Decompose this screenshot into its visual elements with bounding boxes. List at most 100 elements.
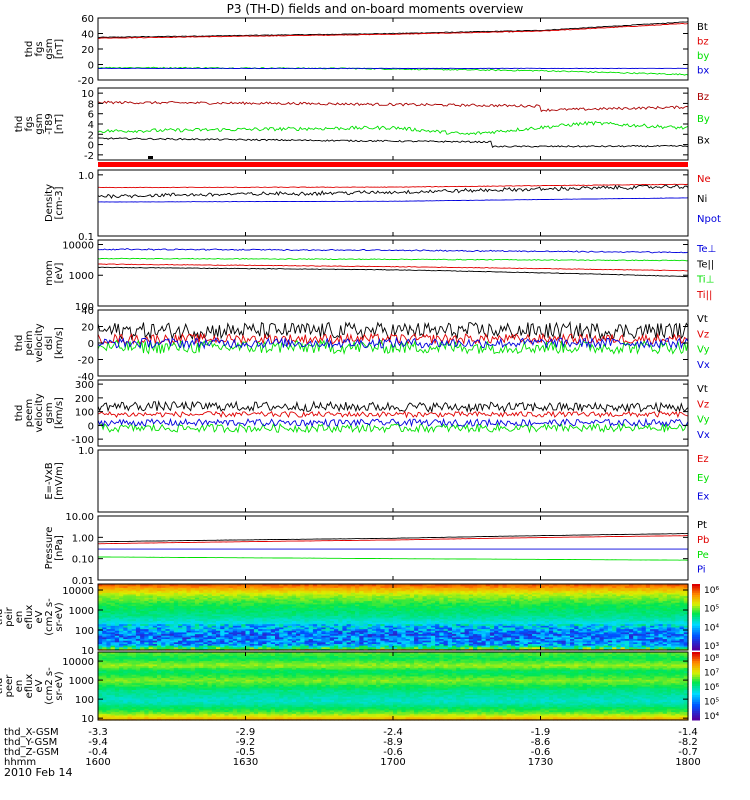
- spectrogram-cell: [194, 641, 200, 644]
- spectrogram-cell: [169, 615, 175, 618]
- spectrogram-cell: [553, 588, 558, 592]
- spectrogram-cell: [519, 648, 525, 651]
- spectrogram-cell: [165, 625, 171, 628]
- spectrogram-cell: [523, 610, 529, 613]
- spectrogram-cell: [591, 636, 596, 640]
- spectrogram-cell: [574, 595, 580, 598]
- spectrogram-cell: [190, 603, 196, 607]
- spectrogram-cell: [190, 643, 196, 646]
- spectrogram-cell: [439, 592, 445, 595]
- spectrogram-cell: [258, 636, 263, 640]
- spectrogram-cell: [287, 615, 293, 618]
- spectrogram-cell: [468, 607, 474, 610]
- spectrogram-cell: [190, 607, 196, 610]
- spectrogram-cell: [536, 593, 542, 597]
- spectrogram-cell: [422, 615, 428, 618]
- spectrogram-cell: [169, 595, 175, 598]
- spectrogram-cell: [178, 645, 183, 648]
- spectrogram-cell: [506, 610, 512, 613]
- spectrogram-cell: [190, 635, 196, 638]
- spectrogram-cell: [519, 608, 525, 611]
- spectrogram-cell: [232, 595, 238, 598]
- spectrogram-cell: [296, 623, 301, 626]
- spectrogram-cell: [405, 613, 411, 616]
- spectrogram-cell: [485, 595, 491, 598]
- spectrogram-cell: [422, 593, 428, 597]
- spectrogram-cell: [380, 628, 386, 631]
- spectrogram-cell: [232, 618, 238, 621]
- spectrogram-cell: [224, 603, 230, 607]
- spectrogram-cell: [544, 618, 550, 621]
- spectrogram-cell: [334, 633, 339, 636]
- spectrogram-cell: [346, 628, 352, 631]
- spectrogram-cell: [232, 628, 238, 631]
- spectrogram-cell: [98, 640, 103, 643]
- spectrogram-cell: [144, 625, 150, 628]
- spectrogram-cell: [245, 643, 251, 646]
- spectrogram-cell: [144, 602, 150, 605]
- spectrogram-cell: [544, 640, 550, 643]
- spectrogram-cell: [98, 638, 103, 641]
- spectrogram-cell: [574, 597, 580, 600]
- spectrogram-cell: [536, 625, 542, 628]
- spectrogram-cell: [502, 595, 508, 598]
- spectrogram-cell: [123, 588, 129, 592]
- spectrogram-cell: [334, 638, 339, 641]
- spectrogram-cell: [557, 641, 563, 644]
- spectrogram-cell: [574, 613, 580, 616]
- spectrogram-cell: [393, 643, 398, 646]
- spectrogram-cell: [405, 608, 411, 611]
- spectrogram-cell: [237, 618, 242, 621]
- spectrogram-cell: [418, 607, 424, 610]
- spectrogram-cell: [409, 626, 415, 630]
- spectrogram-cell: [270, 603, 276, 607]
- spectrogram-cell: [523, 621, 529, 625]
- spectrogram-cell: [296, 620, 301, 623]
- spectrogram-cell: [532, 584, 537, 587]
- spectrogram-cell: [586, 643, 592, 646]
- spectrogram-cell: [489, 623, 495, 626]
- spectrogram-cell: [548, 625, 554, 628]
- spectrogram-cell: [570, 646, 575, 649]
- spectrogram-cell: [350, 613, 356, 616]
- y-tick-label: 4: [88, 120, 94, 131]
- spectrogram-cell: [228, 584, 234, 587]
- spectrogram-cell: [173, 630, 179, 633]
- spectrogram-cell: [300, 645, 306, 648]
- spectrogram-cell: [430, 621, 436, 625]
- spectrogram-cell: [182, 633, 188, 636]
- spectrogram-cell: [397, 602, 403, 605]
- spectrogram-cell: [371, 610, 377, 613]
- spectrogram-cell: [506, 585, 512, 588]
- spectrogram-cell: [157, 620, 162, 623]
- spectrogram-cell: [110, 633, 116, 636]
- spectrogram-cell: [114, 587, 120, 590]
- spectrogram-cell: [224, 626, 230, 630]
- spectrogram-cell: [498, 628, 504, 631]
- spectrogram-cell: [253, 592, 259, 595]
- spectrogram-cell: [216, 598, 221, 602]
- spectrogram-cell: [494, 623, 499, 626]
- spectrogram-cell: [498, 623, 504, 626]
- spectrogram-cell: [249, 584, 255, 587]
- spectrogram-cell: [169, 638, 175, 641]
- spectrogram-cell: [152, 597, 158, 600]
- spectrogram-cell: [586, 595, 592, 598]
- spectrogram-cell: [338, 621, 344, 625]
- spectrogram-cell: [409, 584, 415, 587]
- spectrogram-cell: [279, 597, 285, 600]
- spectrogram-cell: [220, 636, 226, 640]
- spectrogram-cell: [178, 592, 183, 595]
- y-tick-label: -40: [78, 372, 94, 383]
- spectrogram-cell: [241, 635, 247, 638]
- spectrogram-cell: [308, 626, 314, 630]
- spectrogram-cell: [98, 643, 103, 646]
- spectrogram-cell: [359, 620, 365, 623]
- spectrogram-cell: [203, 643, 209, 646]
- spectrogram-cell: [384, 600, 390, 603]
- spectrogram-cell: [502, 600, 508, 603]
- spectrogram-cell: [148, 646, 154, 649]
- spectrogram-cell: [502, 603, 508, 607]
- spectrogram-cell: [253, 620, 259, 623]
- spectrogram-cell: [199, 587, 204, 590]
